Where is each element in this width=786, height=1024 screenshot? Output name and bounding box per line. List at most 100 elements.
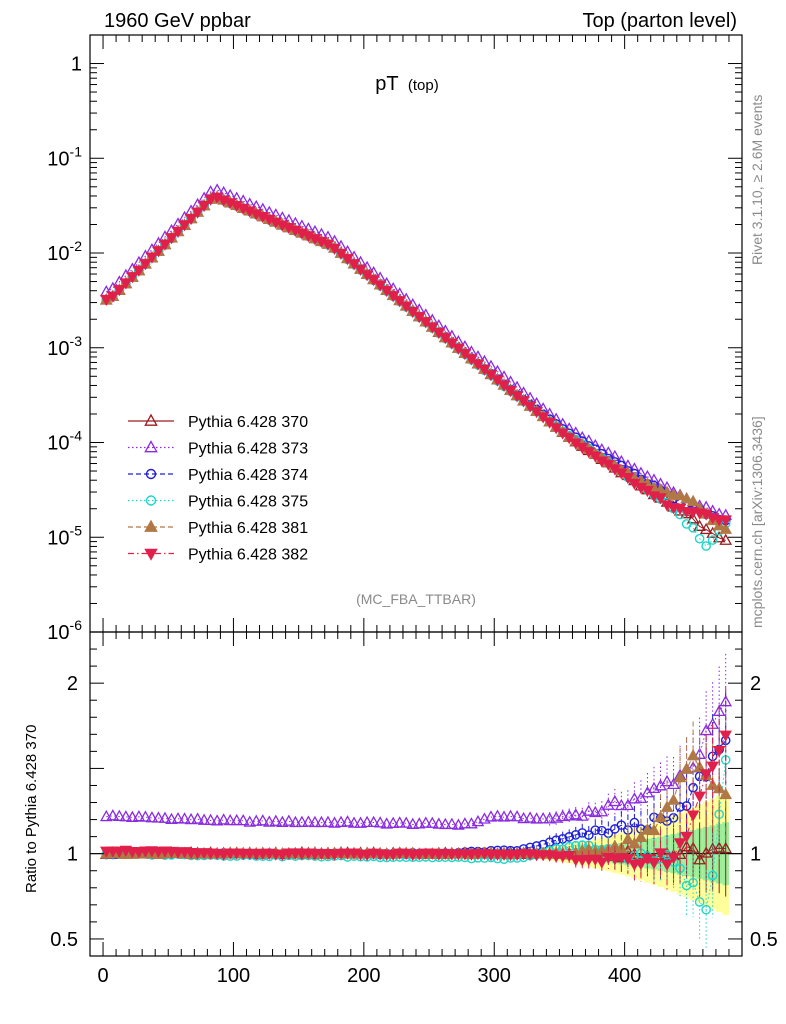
ratio-marker [491, 809, 504, 821]
ratio-marker [406, 817, 420, 829]
ratio-marker [621, 798, 635, 811]
ratio-marker [712, 746, 726, 758]
axes: 0 100 200 300 400 1 10-1 10-2 10-3 10-4 10-5 10-6 0.… [47, 34, 778, 987]
ratio-marker [236, 813, 250, 826]
legend-label: Pythia 6.428 382 [188, 547, 308, 564]
legend-marker [145, 495, 157, 506]
x-tick-label: 200 [347, 965, 380, 987]
chart-title: pT (top) [375, 73, 438, 95]
main-marker [126, 272, 139, 284]
ratio-marker [347, 816, 361, 828]
main-marker [517, 396, 530, 408]
chart-title-sub: (top) [408, 77, 439, 94]
ratio-y-tick-label-right: 2 [750, 673, 761, 695]
ratio-marker [517, 811, 530, 824]
legend-label: Pythia 6.428 373 [188, 441, 308, 458]
ratio-marker [399, 816, 413, 828]
ratio-marker [360, 815, 374, 828]
ratio-marker [256, 814, 270, 826]
main-marker [712, 531, 726, 543]
legend-marker [145, 468, 157, 480]
ratio-marker [106, 809, 120, 821]
ratio-marker [582, 804, 596, 816]
ratio-marker [191, 812, 204, 824]
ratio-y-tick-label: 0.5 [50, 929, 78, 951]
main-marker [152, 246, 165, 258]
legend-label: Pythia 6.428 381 [188, 520, 308, 537]
ratio-series-line [106, 754, 727, 856]
ratio-marker [583, 830, 594, 840]
main-marker [197, 200, 211, 213]
ratio-marker [132, 809, 146, 822]
ratio-marker [675, 802, 685, 812]
ratio-marker [223, 813, 237, 826]
ratio-marker [615, 798, 628, 811]
ratio-y-tick-label: 1 [67, 844, 78, 866]
legend-entry: Pythia 6.428 375 [128, 494, 308, 511]
main-marker [158, 239, 172, 251]
ratio-marker [171, 812, 185, 824]
main-series-line [106, 196, 726, 541]
ratio-marker [158, 811, 172, 823]
ratio-series-5 [100, 687, 732, 890]
main-marker [204, 194, 217, 206]
ratio-marker [510, 810, 524, 822]
main-series-0 [99, 190, 733, 545]
ratio-marker [564, 832, 575, 842]
x-tick-label: 0 [97, 965, 108, 987]
legend-marker [144, 519, 158, 532]
ratio-marker [706, 761, 719, 773]
ratio-marker [269, 814, 283, 826]
ratio-marker [119, 810, 133, 822]
header-left-text: 1960 GeV ppbar [104, 10, 251, 32]
legend-label: Pythia 6.428 374 [188, 467, 308, 484]
main-marker [641, 485, 654, 498]
ratio-marker [308, 815, 322, 828]
x-tick-label: 300 [478, 965, 511, 987]
main-marker [426, 322, 439, 334]
ratio-marker [660, 859, 674, 871]
ratio-marker [602, 798, 615, 810]
main-marker [458, 348, 472, 361]
y-tick-label: 1 [71, 54, 82, 76]
main-marker [113, 285, 126, 297]
y-tick-label: 10-1 [47, 143, 82, 170]
main-marker [707, 535, 718, 545]
main-marker [132, 265, 146, 277]
ratio-marker [419, 816, 433, 828]
main-marker [373, 280, 387, 292]
analysis-label: (MC_FBA_TTBAR) [356, 591, 476, 607]
ratio-marker [530, 812, 543, 824]
ratio-marker [393, 816, 407, 828]
ratio-marker [432, 817, 446, 829]
main-marker [701, 541, 711, 551]
ratio-marker [217, 813, 230, 825]
legend-entry: Pythia 6.428 370 [128, 413, 308, 431]
ratio-marker [197, 813, 211, 825]
legend-entry: Pythia 6.428 374 [128, 467, 308, 484]
ratio-marker [595, 805, 609, 817]
ratio-marker [608, 794, 622, 807]
ratio-y-tick-label: 2 [67, 673, 78, 695]
ratio-marker [204, 813, 217, 825]
ratio-marker [445, 817, 459, 829]
ratio-marker [719, 841, 733, 854]
rivet-version-text: Rivet 3.1.10, ≥ 2.6M events [749, 95, 765, 265]
ratio-y-axis-label: Ratio to Pythia 6.428 370 [23, 725, 40, 893]
ratio-y-tick-label-right: 0.5 [750, 929, 778, 951]
y-tick-label: 10-2 [47, 238, 82, 265]
main-marker [139, 259, 152, 271]
ratio-marker [660, 800, 674, 812]
ratio-marker [569, 808, 583, 820]
main-marker [191, 207, 204, 219]
ratio-marker [497, 810, 511, 822]
legend-marker [144, 413, 158, 426]
main-marker [354, 264, 367, 277]
main-panel-data [99, 183, 733, 551]
main-marker [171, 226, 185, 239]
ratio-marker [439, 817, 452, 830]
ratio-marker [289, 815, 302, 828]
ratio-marker [693, 791, 706, 803]
ratio-marker [694, 897, 705, 907]
